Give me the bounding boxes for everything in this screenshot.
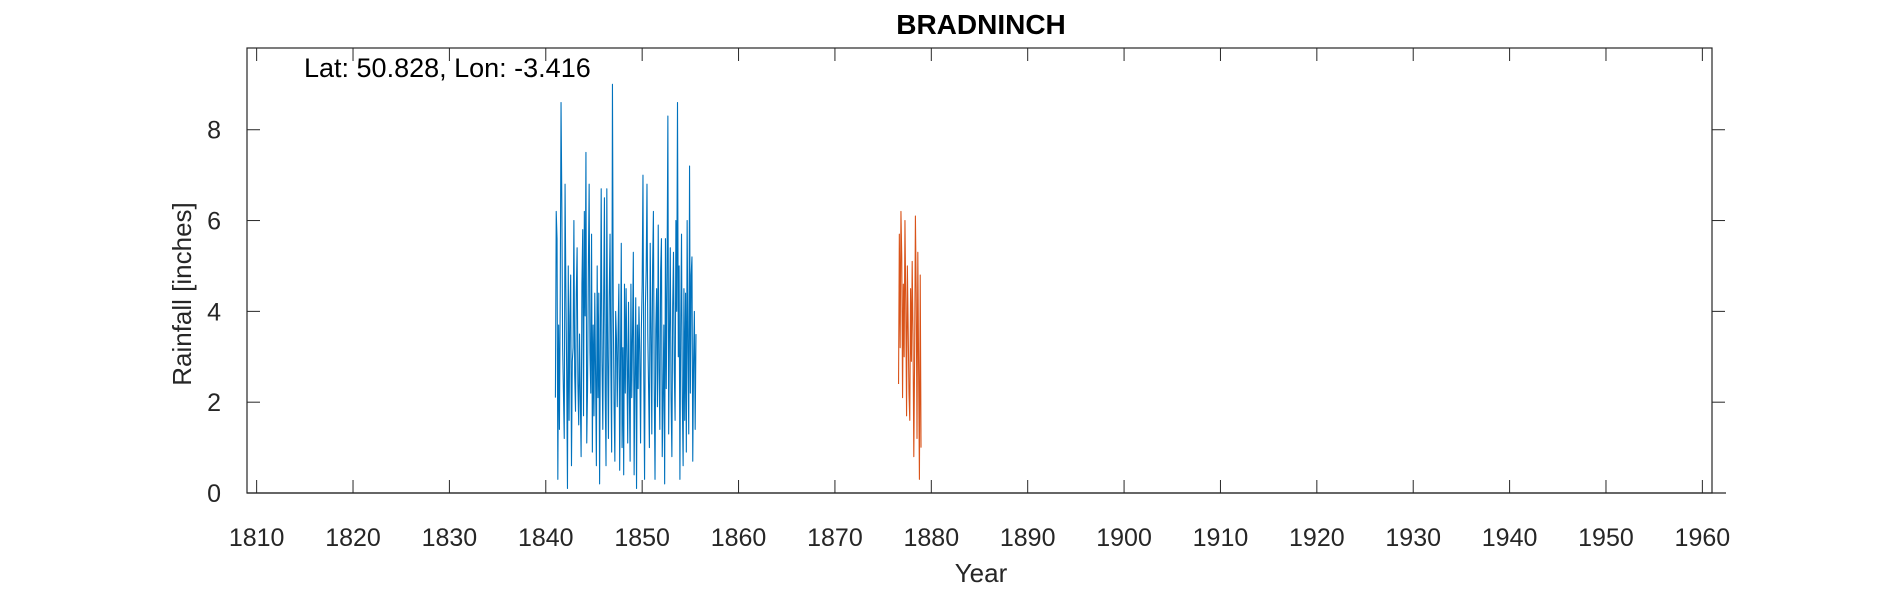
x-tick-label: 1880 xyxy=(903,524,959,552)
x-tick-label: 1850 xyxy=(614,524,670,552)
y-tick-label: 4 xyxy=(207,298,221,326)
y-tick-label: 8 xyxy=(207,117,221,145)
x-tick-label: 1840 xyxy=(518,524,574,552)
y-tick-label: 6 xyxy=(207,208,221,236)
axes-box xyxy=(246,47,1713,494)
series-group xyxy=(554,83,922,490)
series-line-1 xyxy=(554,83,697,490)
x-tick-label: 1900 xyxy=(1096,524,1152,552)
x-tick-label: 1920 xyxy=(1289,524,1345,552)
y-tick-label: 0 xyxy=(207,480,221,508)
x-tick-label: 1820 xyxy=(325,524,381,552)
axis-ticks: 1810 1820 1830 1840 1850 1860 1870 1880 1890 1900… xyxy=(207,48,1730,552)
x-tick-label: 1870 xyxy=(807,524,863,552)
x-tick-label: 1940 xyxy=(1482,524,1538,552)
series-line-2 xyxy=(897,210,922,480)
x-tick-label: 1910 xyxy=(1193,524,1249,552)
x-tick-label: 1860 xyxy=(711,524,767,552)
x-tick-label: 1810 xyxy=(229,524,285,552)
x-tick-label: 1950 xyxy=(1578,524,1634,552)
x-axis-title: Year xyxy=(955,558,1008,588)
plot-area xyxy=(246,47,1726,494)
x-tick-label: 1830 xyxy=(422,524,478,552)
chart-title: BRADNINCH xyxy=(896,9,1066,40)
x-tick-label: 1960 xyxy=(1675,524,1731,552)
location-annotation: Lat: 50.828, Lon: -3.416 xyxy=(304,53,591,83)
y-tick-label: 2 xyxy=(207,389,221,417)
x-tick-label: 1890 xyxy=(1000,524,1056,552)
y-axis-title: Rainfall [inches] xyxy=(167,202,197,386)
x-tick-label: 1930 xyxy=(1385,524,1441,552)
